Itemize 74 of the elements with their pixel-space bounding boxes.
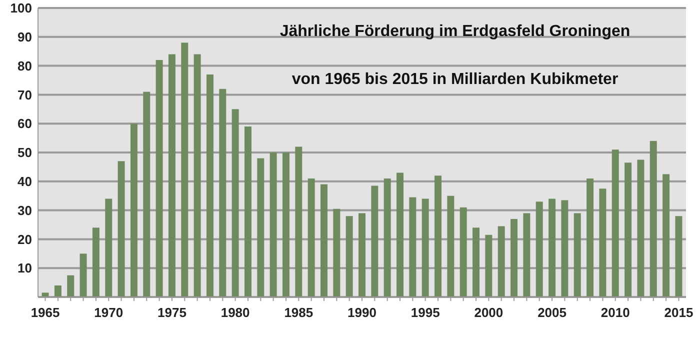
bar xyxy=(333,208,340,297)
bar xyxy=(485,234,492,297)
bar xyxy=(561,200,568,297)
bar xyxy=(270,152,277,297)
bar xyxy=(54,285,62,297)
bar xyxy=(320,184,328,297)
x-tick-label: 2010 xyxy=(600,305,630,320)
x-tick-label: 1980 xyxy=(220,305,250,320)
bar xyxy=(662,174,670,297)
y-tick-label: 70 xyxy=(18,87,32,102)
bar xyxy=(447,196,454,297)
bar xyxy=(282,152,290,297)
x-tick-label: 2005 xyxy=(538,305,566,320)
text: von 1965 bis 2015 in Milliarden Kubikmeter xyxy=(292,71,618,88)
bar xyxy=(624,162,632,297)
bar xyxy=(130,124,138,297)
bar xyxy=(409,197,416,297)
x-tick-label: 1995 xyxy=(410,305,440,320)
x-tick-label: 2000 xyxy=(474,305,504,320)
bar xyxy=(244,126,252,297)
bar xyxy=(523,213,530,297)
bar xyxy=(156,60,163,297)
bar xyxy=(358,213,366,297)
bar xyxy=(80,254,87,297)
x-tick-label: 1970 xyxy=(94,305,124,320)
bar xyxy=(257,158,264,297)
bar xyxy=(168,54,176,297)
y-tick-label: 100 xyxy=(10,0,32,16)
bar xyxy=(586,178,594,297)
bar xyxy=(574,213,581,297)
x-tick-label: 2015 xyxy=(664,305,694,320)
bar xyxy=(510,218,518,297)
bar xyxy=(346,216,353,297)
x-tick-label: 1990 xyxy=(348,305,376,320)
bar xyxy=(67,275,74,297)
bar xyxy=(384,178,391,297)
bar xyxy=(194,54,201,297)
bar xyxy=(232,109,239,297)
bar xyxy=(396,172,404,297)
bar xyxy=(422,198,429,297)
x-tick-label: 1975 xyxy=(158,305,186,320)
bar xyxy=(650,140,657,297)
bar xyxy=(371,186,378,297)
bar xyxy=(599,188,606,297)
x-tick-label: 1965 xyxy=(30,305,60,320)
bar xyxy=(206,74,214,297)
bar xyxy=(42,292,49,297)
y-tick-label: 60 xyxy=(18,116,32,132)
y-tick-label: 80 xyxy=(18,58,32,74)
y-tick-label: 30 xyxy=(18,202,32,218)
bar xyxy=(498,226,505,297)
bar xyxy=(536,202,543,297)
y-tick-label: 50 xyxy=(18,145,32,160)
bar xyxy=(460,207,467,297)
text: Jährliche Förderung im Erdgasfeld Groningen xyxy=(280,23,630,40)
bar xyxy=(92,228,100,297)
bar xyxy=(472,228,480,297)
bar xyxy=(143,92,150,297)
bar xyxy=(434,176,442,297)
bar xyxy=(308,178,315,297)
bar xyxy=(548,198,556,297)
bar xyxy=(219,88,226,297)
bar xyxy=(295,146,302,297)
bar xyxy=(612,150,619,297)
bar xyxy=(637,160,644,297)
y-tick-label: 10 xyxy=(18,260,32,276)
y-tick-label: 40 xyxy=(18,174,32,189)
y-tick-label: 20 xyxy=(18,232,32,247)
bar xyxy=(118,161,125,297)
x-tick-label: 1985 xyxy=(284,305,314,320)
y-tick-label: 90 xyxy=(18,29,32,44)
bar xyxy=(105,198,112,297)
bar xyxy=(675,216,682,297)
bar xyxy=(181,42,188,297)
